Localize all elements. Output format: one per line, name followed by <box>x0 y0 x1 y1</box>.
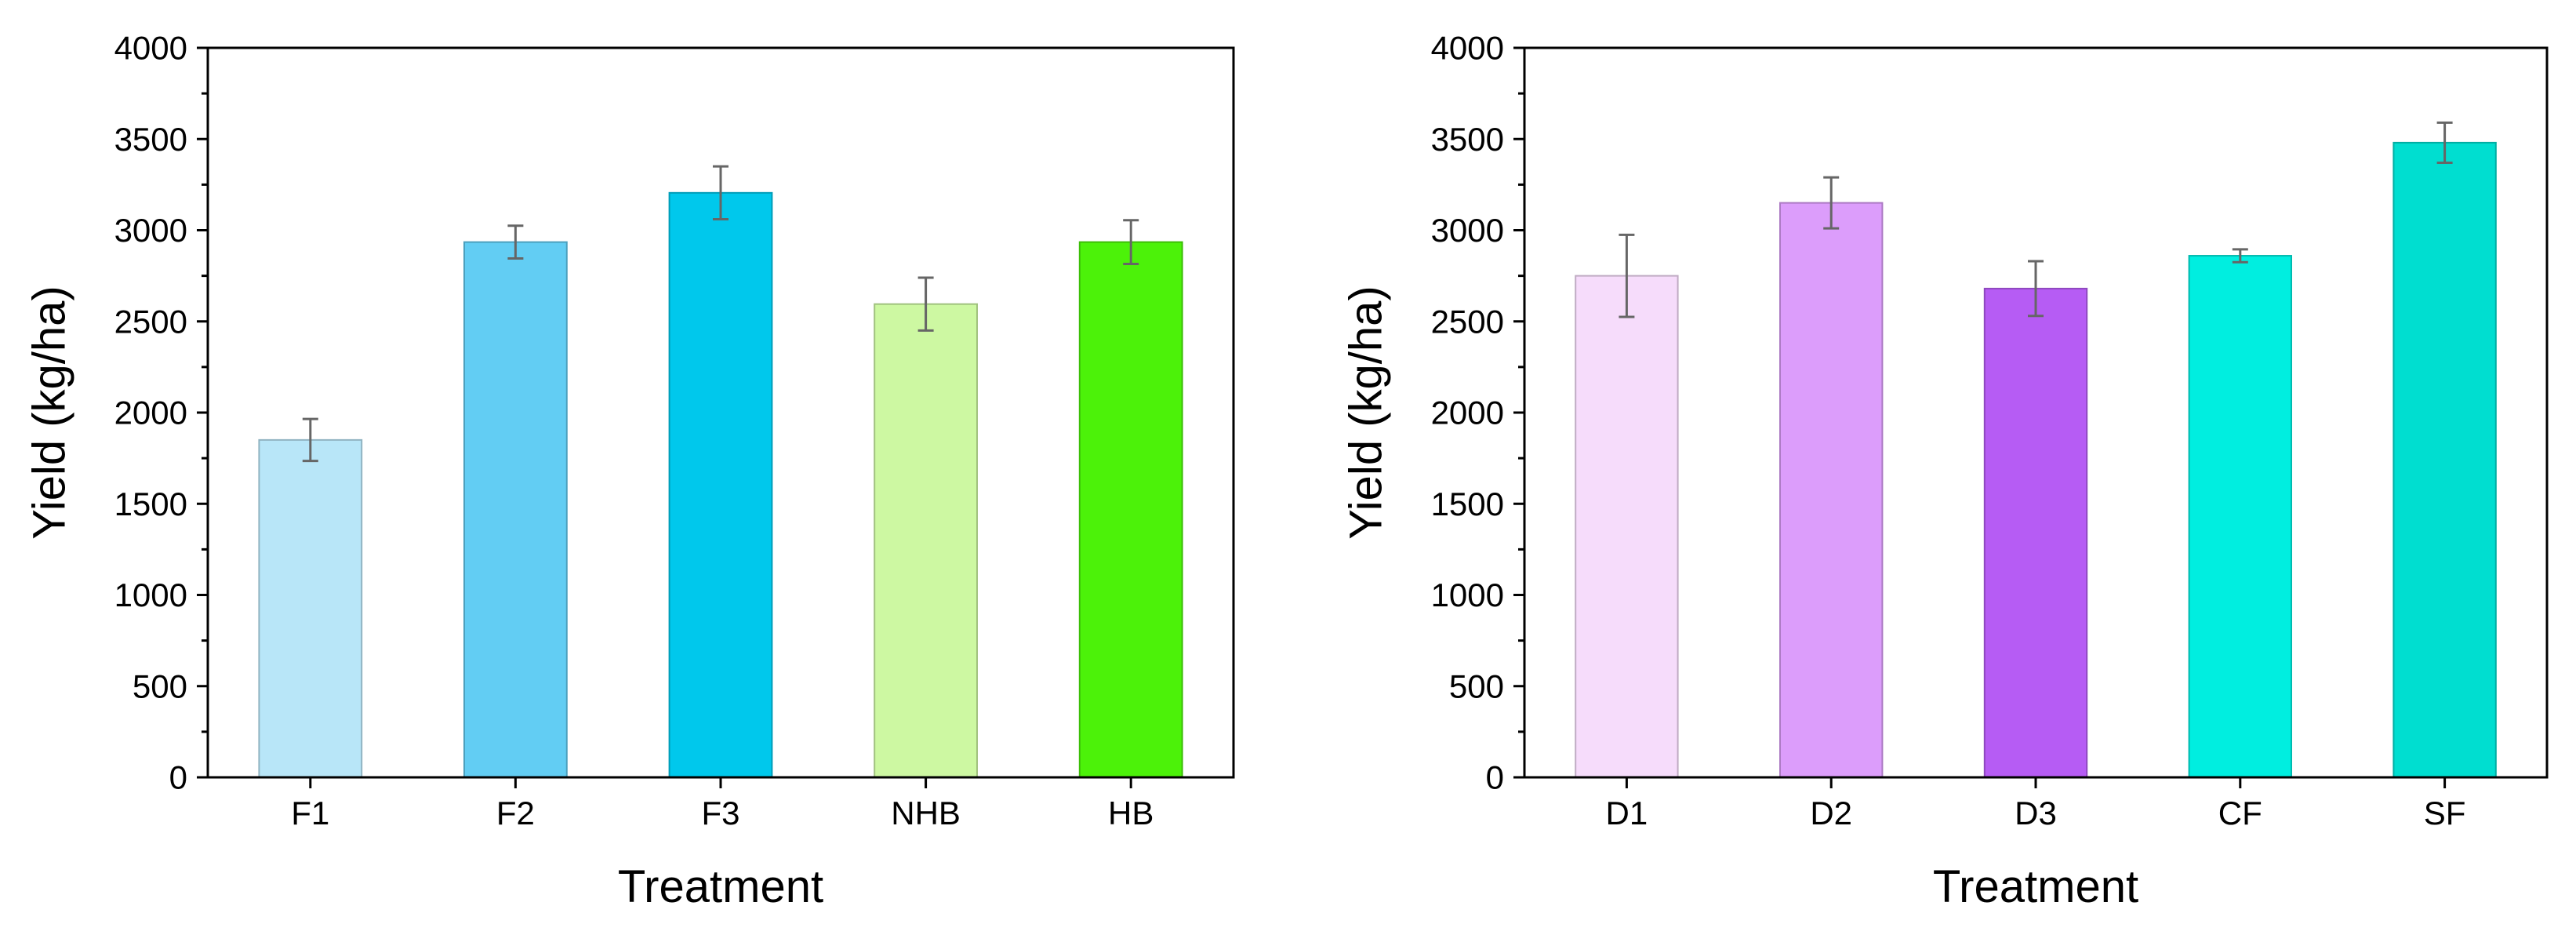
yield-chart-right: 0 500 1000 1500 2000 2500 3000 3500 4000 D1 D2 D3 CF… <box>1341 30 2549 912</box>
bar-d1 <box>1575 275 1679 778</box>
y-tick-label: 2000 <box>1431 395 1504 431</box>
y-tick-label: 2500 <box>1431 303 1504 340</box>
x-axis-title: Treatment <box>1933 861 2138 912</box>
bar-cf <box>2188 255 2293 778</box>
error-bar-d2 <box>1823 176 1840 230</box>
bar-nhb <box>874 303 978 779</box>
y-tick-label: 4000 <box>114 30 187 67</box>
y-axis-title: Yield (kg/ha) <box>24 286 75 539</box>
error-bar-nhb <box>917 276 934 332</box>
x-tick-label-cf: CF <box>2218 795 2262 831</box>
y-tick-label: 1000 <box>1431 577 1504 613</box>
y-tick-label: 500 <box>1449 668 1504 704</box>
yield-chart-left: 0 500 1000 1500 2000 2500 3000 3500 4000 F1 F2 F3 NH… <box>24 30 1235 912</box>
y-axis-title: Yield (kg/ha) <box>1341 286 1392 539</box>
bar-d3 <box>1983 287 2088 778</box>
error-bar-f1 <box>302 417 318 463</box>
y-tick-label: 4000 <box>1431 30 1504 67</box>
y-tick-label: 2500 <box>114 303 187 340</box>
x-tick-label-f1: F1 <box>291 795 329 831</box>
y-tick-label: 0 <box>169 759 187 796</box>
bar-hb <box>1078 241 1183 778</box>
error-bar-f3 <box>713 165 728 221</box>
bar-f3 <box>668 191 773 778</box>
bar-f2 <box>463 241 568 778</box>
y-tick-label: 3500 <box>114 121 187 158</box>
x-tick-label-f3: F3 <box>701 795 739 831</box>
x-tick-label-d2: D2 <box>1810 795 1852 831</box>
error-bar-sf <box>2436 121 2453 164</box>
error-bar-d3 <box>2028 260 2044 318</box>
bar-f1 <box>258 438 363 778</box>
y-tick-label: 2000 <box>114 395 187 431</box>
y-tick-label: 500 <box>133 668 187 704</box>
bar-sf <box>2393 141 2497 778</box>
x-tick-label-hb: HB <box>1108 795 1154 831</box>
y-tick-label: 1000 <box>114 577 187 613</box>
y-tick-label: 0 <box>1486 759 1504 796</box>
y-tick-label: 3000 <box>114 212 187 249</box>
x-tick-label-d1: D1 <box>1606 795 1648 831</box>
error-bar-d1 <box>1619 233 1635 318</box>
bar-d2 <box>1779 202 1884 778</box>
error-bar-hb <box>1123 219 1139 266</box>
x-tick-label-sf: SF <box>2424 795 2466 831</box>
y-tick-label: 1500 <box>1431 486 1504 522</box>
y-tick-label: 3500 <box>1431 121 1504 158</box>
x-tick-label-f2: F2 <box>496 795 535 831</box>
y-tick-label: 3000 <box>1431 212 1504 249</box>
x-axis-title: Treatment <box>618 861 823 912</box>
x-tick-label-nhb: NHB <box>891 795 961 831</box>
error-bar-cf <box>2232 248 2248 264</box>
error-bar-f2 <box>507 224 524 260</box>
x-tick-label-d3: D3 <box>2015 795 2057 831</box>
y-tick-label: 1500 <box>114 486 187 522</box>
